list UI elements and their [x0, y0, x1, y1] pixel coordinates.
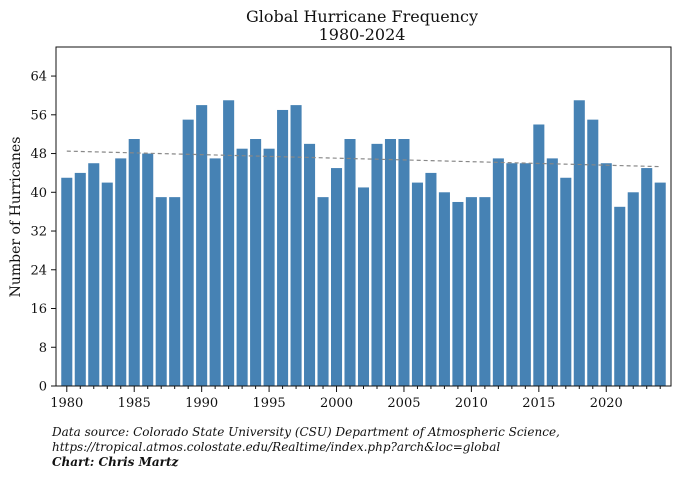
bar-2009	[452, 201, 464, 386]
bar-2019	[587, 119, 599, 386]
y-tick-label-16: 16	[30, 302, 47, 317]
y-ticks-layer: 0 8 16 24 32 40 48 56 64	[30, 70, 56, 395]
bar-2002	[357, 187, 370, 386]
y-tick-label-48: 48	[30, 147, 47, 162]
source-line-1: Data source: Colorado State University (…	[52, 425, 560, 439]
bar-1999	[317, 197, 329, 386]
x-tick-label-1995: 1995	[253, 396, 286, 411]
y-tick-label-24: 24	[30, 263, 47, 278]
bar-2012	[492, 158, 504, 386]
bar-1994	[250, 139, 262, 386]
bar-2014	[519, 163, 531, 386]
y-tick-label-40: 40	[30, 186, 47, 201]
bar-2024	[654, 182, 666, 386]
bar-2004	[384, 139, 396, 386]
chart-title-line-2: 1980-2024	[319, 25, 406, 44]
x-tick-label-1990: 1990	[185, 396, 218, 411]
x-tick-label-2015: 2015	[522, 396, 555, 411]
bar-1983	[101, 182, 113, 386]
chart-title-line-1: Global Hurricane Frequency	[246, 7, 478, 26]
bars-layer	[61, 100, 666, 387]
bar-2020	[600, 163, 612, 386]
bar-1997	[290, 105, 302, 387]
bar-1980	[61, 177, 73, 386]
x-tick-label-2000: 2000	[320, 396, 353, 411]
x-tick-label-2020: 2020	[590, 396, 623, 411]
y-axis-label: Number of Hurricanes	[8, 137, 24, 298]
bar-1982	[88, 163, 100, 386]
bar-2006	[411, 182, 423, 386]
trend-line	[66, 150, 661, 168]
bar-1990	[196, 105, 208, 387]
bar-1996	[277, 109, 289, 387]
bar-2022	[627, 192, 639, 386]
bar-1981	[74, 172, 86, 386]
bar-1992	[223, 100, 235, 387]
bar-1987	[155, 197, 167, 386]
y-tick-label-0: 0	[39, 380, 47, 395]
chart-caption: Data source: Colorado State University (…	[52, 425, 672, 470]
bar-2023	[641, 168, 653, 386]
bar-2000	[331, 168, 343, 386]
bar-1984	[115, 158, 127, 386]
bar-2007	[425, 172, 437, 386]
bar-2008	[438, 192, 450, 386]
x-tick-label-2005: 2005	[387, 396, 420, 411]
bar-2010	[465, 197, 477, 386]
bar-2021	[614, 206, 626, 386]
plot-frame	[55, 46, 672, 387]
bar-1991	[209, 158, 221, 386]
x-tick-label-1980: 1980	[50, 396, 83, 411]
chart-credit: Chart: Chris Martz	[52, 455, 179, 469]
bar-2015	[533, 124, 545, 387]
bar-1989	[182, 119, 194, 386]
y-tick-label-32: 32	[30, 225, 47, 240]
bar-2016	[546, 158, 558, 386]
x-ticks-layer: 1980 1985 1990 1995 2000 2005 2010 2015 2020	[50, 386, 661, 411]
bar-1985	[128, 139, 140, 386]
x-tick-label-1985: 1985	[118, 396, 151, 411]
y-tick-label-8: 8	[39, 341, 47, 356]
bar-1986	[142, 153, 154, 386]
x-tick-label-2010: 2010	[455, 396, 488, 411]
bar-1995	[263, 148, 275, 386]
y-tick-label-64: 64	[30, 70, 47, 85]
chart-title: Global Hurricane Frequency 1980-2024	[246, 7, 478, 44]
bar-1993	[236, 148, 248, 386]
bar-2005	[398, 139, 410, 386]
bar-2018	[573, 100, 585, 387]
bar-2017	[560, 177, 572, 386]
bar-2013	[506, 163, 518, 386]
trend-layer	[66, 150, 661, 168]
bar-2001	[344, 139, 356, 386]
bar-2011	[479, 197, 491, 386]
y-tick-label-56: 56	[30, 108, 47, 123]
bar-1998	[304, 143, 316, 386]
source-url: https://tropical.atmos.colostate.edu/Rea…	[52, 440, 501, 454]
bar-2003	[371, 143, 383, 386]
bar-1988	[169, 197, 181, 386]
